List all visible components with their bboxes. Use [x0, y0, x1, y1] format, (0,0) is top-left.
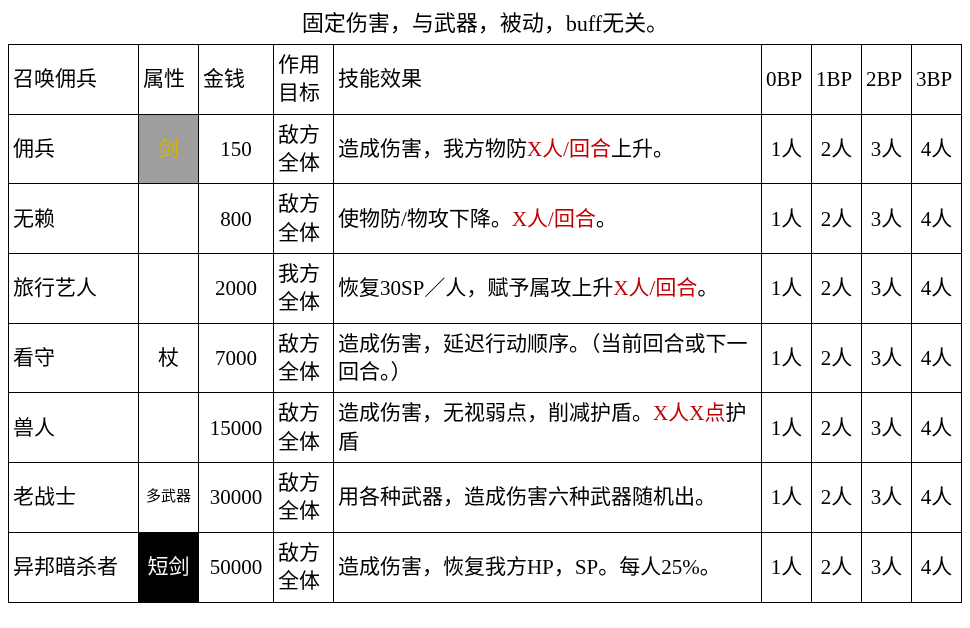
table-caption: 固定伤害，与武器，被动，buff无关。	[8, 4, 962, 44]
cell-target: 敌方全体	[274, 532, 334, 602]
cell-effect: 使物防/物攻下降。X人/回合。	[334, 184, 762, 254]
cell-gold: 7000	[199, 323, 274, 393]
cell-bp-3: 4人	[912, 323, 962, 393]
cell-bp-2: 3人	[862, 532, 912, 602]
table-row: 看守杖7000敌方全体造成伤害，延迟行动顺序。（当前回合或下一回合。）1人2人3…	[9, 323, 962, 393]
cell-bp-2: 3人	[862, 393, 912, 463]
cell-name: 佣兵	[9, 114, 139, 184]
cell-bp-2: 3人	[862, 463, 912, 533]
cell-gold: 150	[199, 114, 274, 184]
cell-effect: 造成伤害，无视弱点，削减护盾。X人X点护盾	[334, 393, 762, 463]
cell-attr: 杖	[139, 323, 199, 393]
cell-gold: 15000	[199, 393, 274, 463]
col-header-2bp: 2BP	[862, 45, 912, 115]
cell-bp-0: 1人	[762, 532, 812, 602]
cell-bp-2: 3人	[862, 254, 912, 324]
col-header-attr: 属性	[139, 45, 199, 115]
cell-effect: 造成伤害，恢复我方HP，SP。每人25%。	[334, 532, 762, 602]
cell-bp-1: 2人	[812, 184, 862, 254]
table-row: 老战士多武器30000敌方全体用各种武器，造成伤害六种武器随机出。1人2人3人4…	[9, 463, 962, 533]
cell-name: 旅行艺人	[9, 254, 139, 324]
cell-bp-0: 1人	[762, 184, 812, 254]
cell-attr	[139, 393, 199, 463]
cell-name: 无赖	[9, 184, 139, 254]
cell-bp-1: 2人	[812, 463, 862, 533]
table-header-row: 召唤佣兵 属性 金钱 作用目标 技能效果 0BP 1BP 2BP 3BP	[9, 45, 962, 115]
cell-attr: 多武器	[139, 463, 199, 533]
cell-bp-2: 3人	[862, 184, 912, 254]
cell-bp-3: 4人	[912, 114, 962, 184]
skills-table: 召唤佣兵 属性 金钱 作用目标 技能效果 0BP 1BP 2BP 3BP 佣兵剑…	[8, 44, 962, 603]
cell-name: 异邦暗杀者	[9, 532, 139, 602]
cell-gold: 2000	[199, 254, 274, 324]
cell-target: 敌方全体	[274, 184, 334, 254]
cell-bp-3: 4人	[912, 184, 962, 254]
cell-bp-1: 2人	[812, 323, 862, 393]
cell-bp-2: 3人	[862, 114, 912, 184]
cell-bp-3: 4人	[912, 254, 962, 324]
cell-attr: 短剑	[139, 532, 199, 602]
cell-target: 敌方全体	[274, 323, 334, 393]
cell-bp-1: 2人	[812, 114, 862, 184]
table-row: 异邦暗杀者短剑50000敌方全体造成伤害，恢复我方HP，SP。每人25%。1人2…	[9, 532, 962, 602]
col-header-gold: 金钱	[199, 45, 274, 115]
cell-bp-0: 1人	[762, 393, 812, 463]
col-header-name: 召唤佣兵	[9, 45, 139, 115]
table-row: 佣兵剑150敌方全体造成伤害，我方物防X人/回合上升。1人2人3人4人	[9, 114, 962, 184]
col-header-3bp: 3BP	[912, 45, 962, 115]
cell-gold: 800	[199, 184, 274, 254]
cell-target: 我方全体	[274, 254, 334, 324]
cell-name: 老战士	[9, 463, 139, 533]
cell-name: 看守	[9, 323, 139, 393]
cell-gold: 30000	[199, 463, 274, 533]
col-header-1bp: 1BP	[812, 45, 862, 115]
cell-bp-1: 2人	[812, 532, 862, 602]
cell-attr	[139, 254, 199, 324]
cell-attr	[139, 184, 199, 254]
cell-effect: 恢复30SP／人，赋予属攻上升X人/回合。	[334, 254, 762, 324]
cell-bp-1: 2人	[812, 254, 862, 324]
cell-attr: 剑	[139, 114, 199, 184]
cell-bp-3: 4人	[912, 393, 962, 463]
cell-gold: 50000	[199, 532, 274, 602]
col-header-target: 作用目标	[274, 45, 334, 115]
cell-effect: 造成伤害，延迟行动顺序。（当前回合或下一回合。）	[334, 323, 762, 393]
cell-effect: 造成伤害，我方物防X人/回合上升。	[334, 114, 762, 184]
cell-target: 敌方全体	[274, 463, 334, 533]
table-row: 兽人 15000敌方全体造成伤害，无视弱点，削减护盾。X人X点护盾1人2人3人4人	[9, 393, 962, 463]
table-row: 旅行艺人 2000我方全体恢复30SP／人，赋予属攻上升X人/回合。1人2人3人4…	[9, 254, 962, 324]
cell-effect: 用各种武器，造成伤害六种武器随机出。	[334, 463, 762, 533]
cell-target: 敌方全体	[274, 393, 334, 463]
cell-bp-0: 1人	[762, 463, 812, 533]
cell-bp-3: 4人	[912, 532, 962, 602]
cell-bp-1: 2人	[812, 393, 862, 463]
cell-name: 兽人	[9, 393, 139, 463]
col-header-effect: 技能效果	[334, 45, 762, 115]
cell-bp-0: 1人	[762, 323, 812, 393]
cell-bp-2: 3人	[862, 323, 912, 393]
cell-bp-0: 1人	[762, 114, 812, 184]
cell-bp-3: 4人	[912, 463, 962, 533]
cell-bp-0: 1人	[762, 254, 812, 324]
col-header-0bp: 0BP	[762, 45, 812, 115]
table-row: 无赖 800敌方全体使物防/物攻下降。X人/回合。1人2人3人4人	[9, 184, 962, 254]
cell-target: 敌方全体	[274, 114, 334, 184]
